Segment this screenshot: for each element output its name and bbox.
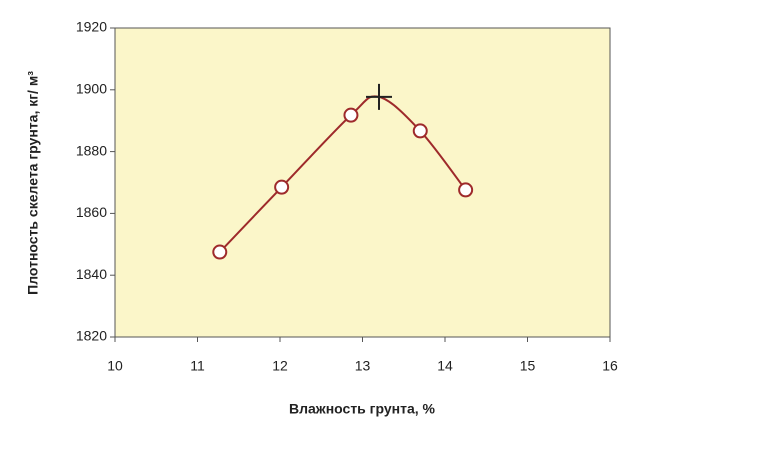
y-tick-label: 1860: [76, 204, 107, 220]
peak-marker: [366, 83, 392, 110]
y-tick-label: 1880: [76, 142, 107, 158]
x-tick-label: 15: [520, 358, 536, 374]
y-tick-label: 1900: [76, 81, 107, 97]
x-tick-label: 12: [272, 358, 288, 374]
plot-area: [114, 27, 611, 338]
x-tick-label: 13: [355, 358, 371, 374]
point: [343, 107, 359, 123]
point: [274, 179, 290, 195]
x-tick-label: 10: [107, 358, 123, 374]
x-tick-label: 16: [602, 358, 618, 374]
y-tick-label: 1820: [76, 328, 107, 344]
y-axis-label: Плотность скелета грунта, кг/ м³: [25, 71, 41, 295]
x-axis-label: Влажность грунта, %: [289, 401, 436, 417]
y-tick-label: 1920: [76, 19, 107, 35]
point: [458, 182, 474, 198]
y-tick-label: 1840: [76, 266, 107, 282]
point: [412, 123, 428, 139]
x-tick-label: 11: [190, 358, 205, 374]
point: [212, 244, 228, 260]
x-tick-label: 14: [437, 358, 453, 374]
